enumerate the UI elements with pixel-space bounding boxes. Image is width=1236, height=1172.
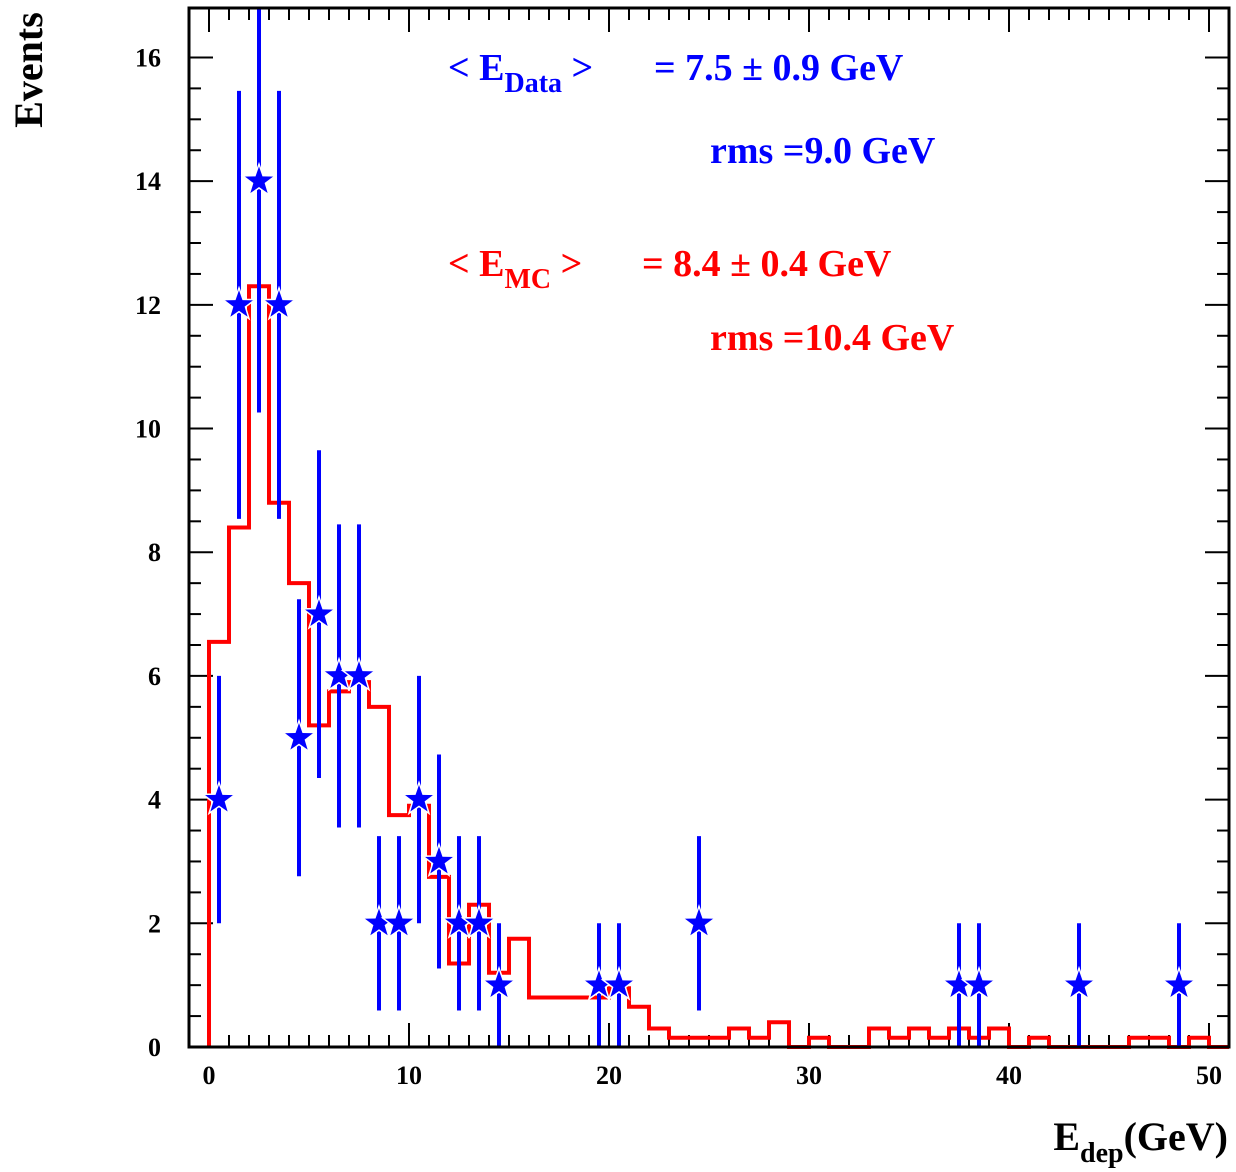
data-points [200,8,1198,1047]
data-point-star [200,780,238,816]
data-mean-value: = 7.5 ± 0.9 GeV [654,47,904,89]
x-tick-labels: 0 10 20 30 40 50 [203,1061,1223,1090]
data-point-star [420,842,458,878]
minor-ticks [189,8,1230,1047]
major-ticks [189,8,1229,1048]
x-tick-label: 40 [996,1061,1022,1090]
y-tick-label: 6 [148,662,161,691]
mc-rms-label: rms =10.4 GeV [710,317,955,359]
x-axis-title-unit: (GeV) [1124,1114,1228,1159]
data-mean-sub: Data [505,68,563,99]
data-point-star [280,718,318,754]
x-tick-label: 20 [596,1061,622,1090]
y-tick-label: 16 [135,43,161,72]
y-tick-labels: 0 2 4 6 8 10 12 14 16 [135,43,161,1062]
x-axis-title-main: E [1053,1114,1080,1159]
x-tick-label: 0 [203,1061,216,1090]
mc-mean-sub: MC [505,264,552,295]
mc-mean-label: < EMC > [448,243,582,295]
y-tick-label: 8 [148,538,161,567]
mc-mean-open: < E [448,243,505,285]
y-axis-title: Events [6,12,51,128]
mc-mean-value: = 8.4 ± 0.4 GeV [642,243,892,285]
data-point-star [1060,965,1098,1001]
data-point-star [400,780,438,816]
mc-mean-close: > [551,243,582,285]
data-point-star [300,594,338,630]
data-mean-label: < EData > [448,47,593,99]
x-tick-label: 30 [796,1061,822,1090]
data-point-star [480,965,518,1001]
data-point-star [680,904,718,939]
data-point-star [240,161,278,197]
data-point-star [460,904,498,939]
y-tick-label: 10 [135,415,161,444]
x-tick-label: 50 [1196,1061,1222,1090]
y-tick-label: 2 [148,909,161,938]
data-point-star [380,904,418,939]
data-point-star [1160,965,1198,1001]
y-tick-label: 14 [135,167,161,196]
data-point-star [260,285,298,321]
data-mean-close: > [562,47,593,89]
data-point-star [340,656,378,692]
data-mean-open: < E [448,47,505,89]
data-rms-label: rms =9.0 GeV [710,130,936,172]
x-tick-label: 10 [396,1061,422,1090]
y-tick-label: 0 [148,1033,161,1062]
data-point-star [960,965,998,1001]
x-axis-title: Edep(GeV) [1053,1114,1228,1169]
y-tick-label: 12 [135,291,161,320]
x-axis-title-sub: dep [1080,1138,1124,1169]
data-point-star [600,965,638,1001]
plot-frame [187,6,1231,1049]
y-tick-label: 4 [148,786,161,815]
data-point-star [220,285,258,321]
